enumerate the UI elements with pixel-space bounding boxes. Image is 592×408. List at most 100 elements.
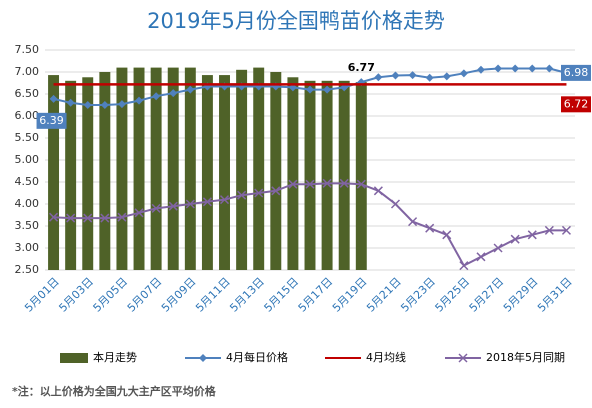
marker	[356, 179, 366, 189]
marker	[544, 225, 554, 235]
bar	[150, 67, 162, 270]
marker	[408, 217, 418, 227]
marker	[117, 212, 127, 222]
marker	[254, 188, 264, 198]
marker	[339, 178, 349, 188]
bar	[184, 67, 196, 270]
marker	[306, 85, 314, 94]
marker	[271, 186, 281, 196]
y-tick-label: 7.50	[15, 43, 40, 56]
legend-label: 4月每日价格	[226, 350, 288, 364]
y-tick-label: 4.50	[15, 175, 40, 188]
x-tick-label: 5月15日	[262, 275, 302, 315]
marker	[169, 89, 178, 98]
bar	[287, 77, 299, 270]
bar	[99, 72, 111, 270]
y-tick-label: 5.00	[15, 153, 40, 166]
y-tick-label: 7.00	[15, 65, 40, 78]
x-tick-label: 5月05日	[91, 275, 131, 315]
marker	[545, 64, 554, 73]
y-tick-label: 5.50	[15, 131, 40, 144]
legend-label: 本月走势	[93, 350, 137, 364]
chart-title: 2019年5月份全国鸭苗价格走势	[147, 9, 445, 33]
bar	[236, 69, 248, 270]
marker	[442, 72, 451, 81]
marker	[135, 96, 144, 105]
marker	[442, 230, 452, 240]
marker	[134, 208, 144, 218]
y-tick-label: 3.50	[15, 219, 40, 232]
marker	[561, 225, 571, 235]
bar	[338, 80, 350, 270]
value-label-box	[561, 96, 591, 113]
bar	[304, 80, 316, 270]
value-label: 6.98	[564, 66, 589, 79]
marker	[237, 190, 247, 200]
marker	[408, 71, 417, 80]
x-tick-label: 5月01日	[22, 275, 62, 315]
bar	[253, 67, 265, 270]
x-tick-label: 5月13日	[227, 275, 267, 315]
marker	[151, 203, 161, 213]
marker	[100, 101, 109, 109]
marker	[185, 199, 195, 209]
bar	[270, 72, 282, 270]
marker	[510, 234, 520, 244]
x-tick-label: 5月03日	[56, 275, 96, 315]
x-tick-label: 5月11日	[193, 275, 233, 315]
marker	[425, 223, 435, 233]
marker	[83, 213, 93, 223]
x-tick-label: 5月21日	[364, 275, 404, 315]
bar	[48, 75, 60, 270]
y-tick-label: 4.00	[15, 197, 40, 210]
x-tick-label: 5月09日	[159, 275, 199, 315]
marker	[511, 64, 520, 73]
marker	[476, 65, 485, 74]
marker	[219, 195, 230, 205]
x-tick-label: 5月27日	[467, 275, 507, 315]
legend-swatch	[60, 353, 88, 363]
marker	[305, 179, 315, 189]
x-tick-label: 5月07日	[125, 275, 165, 315]
marker	[49, 212, 59, 222]
marker	[494, 64, 503, 73]
marker	[202, 197, 212, 207]
bar	[321, 80, 333, 270]
bar	[116, 67, 128, 270]
bar	[167, 67, 179, 270]
bar	[201, 75, 213, 270]
marker	[66, 213, 76, 223]
value-label: 6.77	[348, 61, 375, 74]
marker	[391, 71, 400, 80]
value-label: 6.72	[564, 97, 589, 110]
x-tick-label: 5月31日	[535, 275, 575, 315]
marker	[476, 252, 486, 262]
marker	[373, 186, 383, 196]
y-tick-label: 2.50	[15, 263, 40, 276]
x-tick-label: 5月23日	[398, 275, 438, 315]
bar	[133, 67, 145, 270]
marker	[83, 101, 92, 109]
x-tick-label: 5月17日	[296, 275, 336, 315]
marker	[322, 178, 332, 188]
footnote: *注：以上价格为全国九大主产区平均价格	[12, 384, 217, 398]
bar	[65, 80, 77, 270]
legend-label: 2018年5月同期	[486, 350, 565, 364]
y-tick-label: 6.00	[15, 109, 40, 122]
marker	[493, 243, 503, 253]
marker	[152, 92, 161, 101]
marker	[66, 98, 75, 107]
legend-marker	[199, 354, 207, 362]
legend-marker	[458, 353, 468, 363]
marker	[425, 73, 434, 82]
marker	[100, 213, 110, 223]
marker	[528, 64, 537, 73]
marker	[49, 94, 58, 103]
bar	[219, 75, 230, 270]
marker	[186, 85, 195, 94]
bar	[355, 82, 367, 271]
legend-label: 4月均线	[366, 350, 406, 364]
y-tick-label: 6.50	[15, 87, 40, 100]
y-tick-label: 3.00	[15, 241, 40, 254]
